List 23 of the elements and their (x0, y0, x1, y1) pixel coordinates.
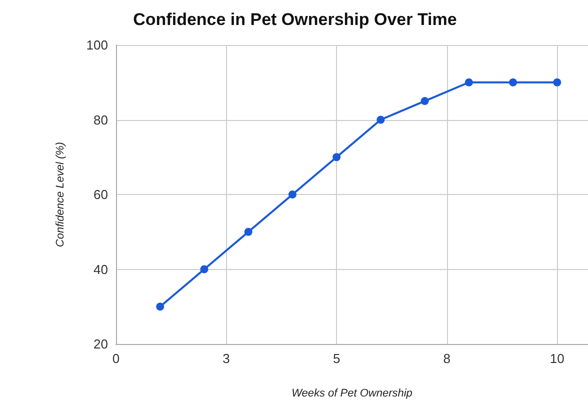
x-axis-title: Weeks of Pet Ownership (292, 388, 412, 400)
y-tick-label: 40 (94, 262, 108, 277)
point (288, 190, 296, 198)
point (464, 78, 473, 86)
point (553, 78, 562, 86)
x-tick-label: 3 (222, 351, 230, 366)
x-tick-label: 0 (112, 351, 120, 366)
point (509, 78, 518, 86)
point (420, 97, 429, 106)
point (332, 153, 341, 162)
x-tick-label: 5 (332, 351, 340, 366)
y-tick-label: 100 (86, 38, 108, 52)
point (244, 228, 252, 236)
x-tick-label: 8 (443, 351, 450, 366)
point (156, 302, 164, 311)
point (376, 116, 385, 124)
x-tick-label: 10 (550, 351, 564, 366)
y-tick-label: 20 (94, 336, 108, 352)
chart-title: Confidence in Pet Ownership Over Time (133, 10, 457, 29)
y-tick-label: 80 (94, 112, 108, 128)
y-tick-label: 60 (94, 187, 108, 202)
point (200, 265, 208, 274)
y-axis-title: Confidence Level (%) (54, 142, 66, 248)
